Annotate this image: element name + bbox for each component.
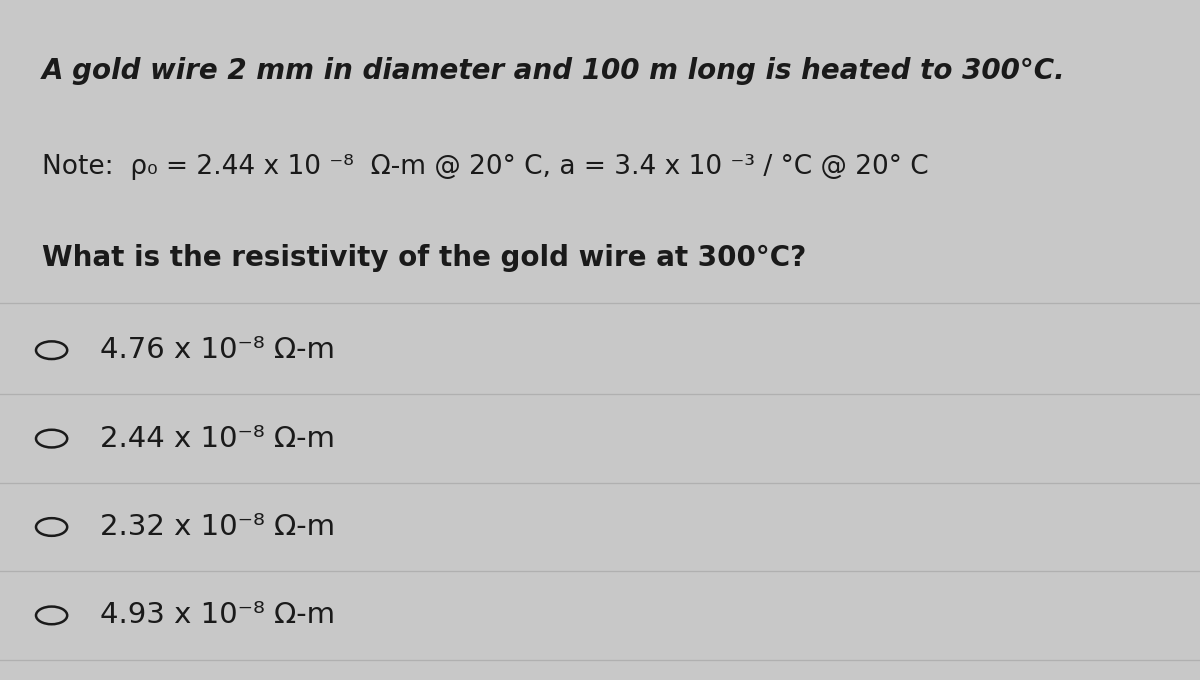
Text: 2.44 x 10⁻⁸ Ω-m: 2.44 x 10⁻⁸ Ω-m [100, 424, 335, 453]
Text: 2.32 x 10⁻⁸ Ω-m: 2.32 x 10⁻⁸ Ω-m [100, 513, 335, 541]
Text: 4.93 x 10⁻⁸ Ω-m: 4.93 x 10⁻⁸ Ω-m [100, 601, 335, 630]
Text: A gold wire 2 mm in diameter and 100 m long is heated to 300°C.: A gold wire 2 mm in diameter and 100 m l… [42, 57, 1066, 86]
Text: 4.76 x 10⁻⁸ Ω-m: 4.76 x 10⁻⁸ Ω-m [100, 336, 335, 364]
Text: Note:  ρ₀ = 2.44 x 10 ⁻⁸  Ω-m @ 20° C, a = 3.4 x 10 ⁻³ / °C @ 20° C: Note: ρ₀ = 2.44 x 10 ⁻⁸ Ω-m @ 20° C, a =… [42, 154, 929, 180]
Text: What is the resistivity of the gold wire at 300°C?: What is the resistivity of the gold wire… [42, 244, 806, 273]
